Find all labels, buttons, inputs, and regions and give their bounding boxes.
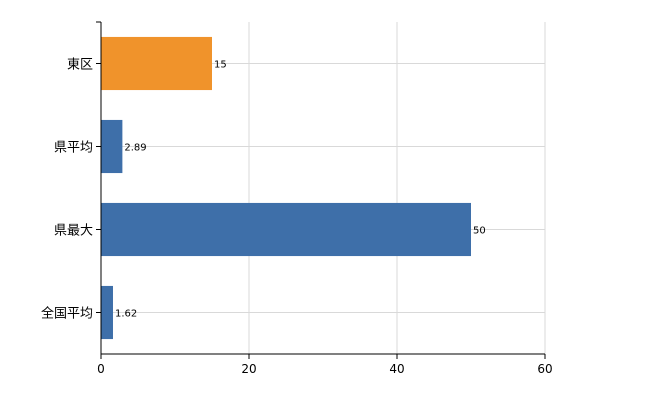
x-tick-label-0: 0	[97, 362, 105, 376]
bar-2	[101, 202, 471, 257]
bar-3	[101, 285, 113, 340]
value-labels: 15 2.89 50 1.62	[115, 60, 486, 320]
value-label-3: 1.62	[115, 309, 137, 320]
value-label-0: 15	[214, 60, 227, 71]
category-label-3: 全国平均	[41, 306, 93, 322]
category-label-1: 県平均	[54, 141, 93, 156]
category-label-0: 東区	[67, 57, 93, 73]
x-tick-label-3: 60	[537, 362, 552, 376]
bars	[101, 36, 471, 340]
x-tick-label-1: 20	[241, 362, 256, 376]
category-label-2: 県最大	[54, 224, 93, 239]
bar-0	[101, 36, 212, 91]
bar-1	[101, 119, 123, 174]
value-label-2: 50	[473, 226, 486, 237]
x-tick-label-2: 40	[389, 362, 404, 376]
value-label-1: 2.89	[124, 143, 146, 154]
